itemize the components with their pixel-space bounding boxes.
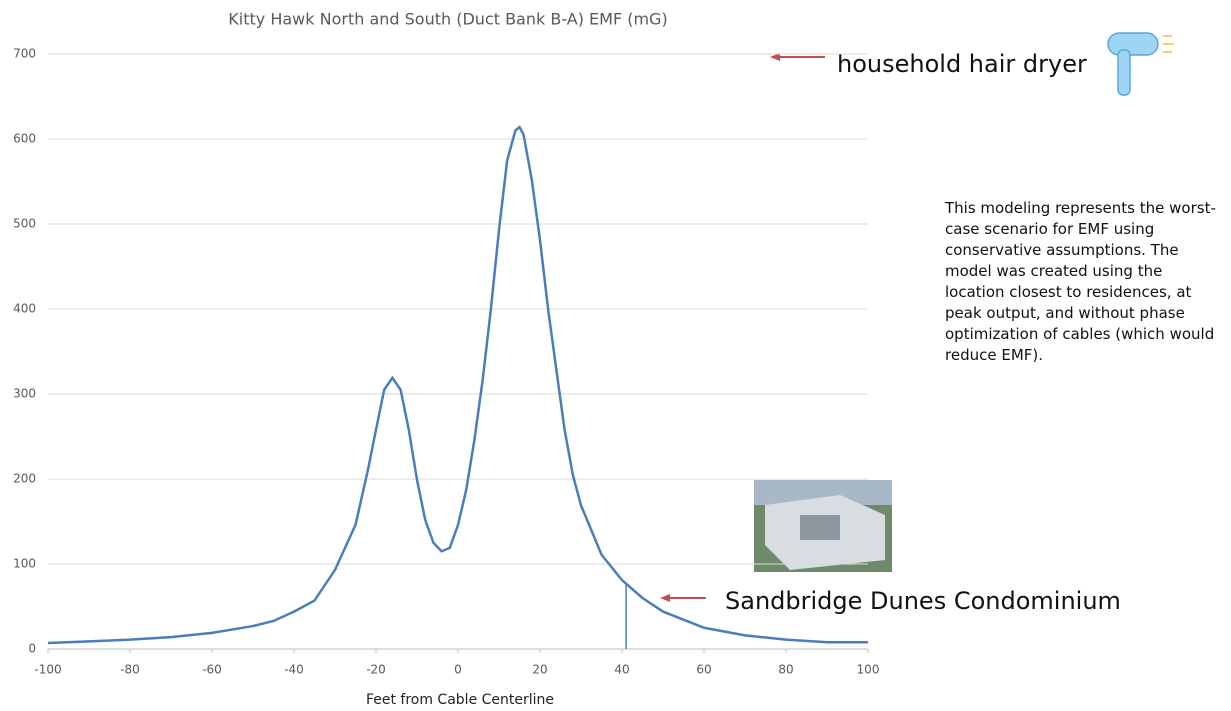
chart-title: Kitty Hawk North and South (Duct Bank B-… [228,10,667,29]
x-tick-label: -20 [366,663,386,677]
y-tick-label: 400 [13,302,36,316]
x-tick-label: 0 [454,663,462,677]
x-tick-label: 80 [778,663,793,677]
condo-photo [754,480,892,572]
x-tick-label: 100 [857,663,880,677]
annotation: Sandbridge Dunes Condominium [725,587,1121,615]
y-tick-label: 0 [28,642,36,656]
y-tick-label: 300 [13,387,36,401]
x-tick-label: -80 [120,663,140,677]
y-tick-label: 600 [13,132,36,146]
hair-dryer-icon [1108,33,1174,95]
x-tick-label: -60 [202,663,222,677]
arrow-head [660,594,670,602]
x-tick-label: 60 [696,663,711,677]
x-tick-label: 20 [532,663,547,677]
x-tick-label: -40 [284,663,304,677]
y-tick-label: 500 [13,217,36,231]
x-tick-label: 40 [614,663,629,677]
series-line [48,127,868,643]
x-tick-label: -100 [34,663,61,677]
annotation: household hair dryer [837,50,1087,78]
y-tick-label: 700 [13,47,36,61]
note: This modeling represents the worst-case … [945,198,1223,366]
page: {"chart_data": {"type": "line", "title":… [0,0,1231,711]
x-axis-label: Feet from Cable Centerline [366,692,554,708]
y-tick-label: 100 [13,557,36,571]
y-tick-label: 200 [13,472,36,486]
